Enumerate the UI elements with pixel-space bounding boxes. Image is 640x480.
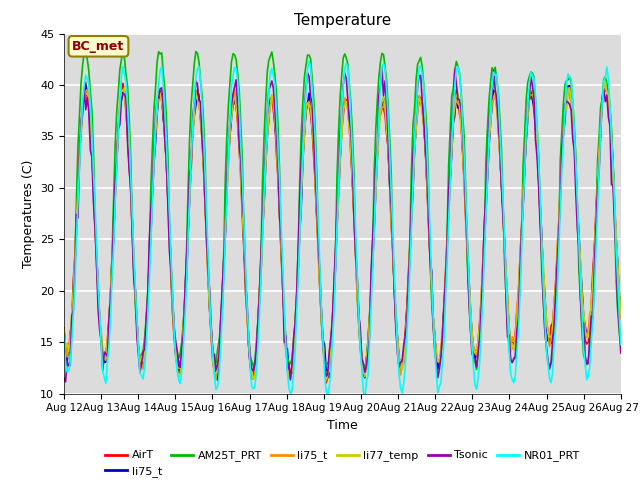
li75_t (617, 297, 625, 303)
li75_t (564, 85, 572, 91)
li77_temp (60, 326, 68, 332)
li75_t (255, 299, 263, 304)
Line: AM25T_PRT: AM25T_PRT (64, 50, 621, 370)
NR01_PRT (244, 330, 252, 336)
li75_t (588, 304, 595, 310)
li75_t (60, 329, 68, 335)
Line: NR01_PRT: NR01_PRT (64, 61, 621, 400)
AM25T_PRT (130, 268, 138, 274)
NR01_PRT (305, 58, 313, 64)
Tsonic (617, 350, 625, 356)
NR01_PRT (129, 213, 136, 219)
Line: Tsonic: Tsonic (64, 67, 621, 382)
AirT (130, 267, 138, 273)
li75_t (246, 362, 254, 368)
li75_t (323, 378, 330, 384)
li75_t (226, 132, 234, 138)
Tsonic (255, 294, 263, 300)
AirT (82, 79, 90, 85)
li75_t (129, 226, 136, 231)
li75_t (617, 316, 625, 322)
AM25T_PRT (305, 52, 313, 58)
Tsonic (61, 379, 69, 385)
Tsonic (228, 102, 236, 108)
AM25T_PRT (246, 353, 254, 359)
Tsonic (130, 276, 138, 282)
li77_temp (588, 297, 595, 302)
Tsonic (246, 353, 254, 359)
li75_t (305, 90, 313, 96)
li77_temp (250, 376, 257, 382)
Line: li75_t: li75_t (64, 84, 621, 380)
li75_t (589, 276, 596, 282)
li75_t (214, 377, 221, 383)
Tsonic (305, 73, 313, 79)
Title: Temperature: Temperature (294, 13, 391, 28)
AM25T_PRT (228, 59, 236, 64)
Tsonic (589, 314, 596, 320)
AirT (228, 109, 236, 115)
li77_temp (226, 122, 234, 128)
NR01_PRT (254, 343, 262, 348)
li77_temp (602, 79, 609, 84)
li77_temp (129, 221, 136, 227)
li75_t (303, 101, 311, 107)
Line: li77_temp: li77_temp (64, 82, 621, 379)
Line: AirT: AirT (64, 82, 621, 383)
AirT (617, 315, 625, 321)
li75_t (60, 329, 68, 335)
AirT (246, 362, 254, 368)
AirT (60, 325, 68, 331)
li75_t (228, 115, 236, 121)
Tsonic (378, 64, 386, 70)
NR01_PRT (617, 342, 625, 348)
AirT (255, 287, 263, 293)
NR01_PRT (60, 334, 68, 340)
AM25T_PRT (119, 48, 127, 53)
Y-axis label: Temperatures (C): Temperatures (C) (22, 159, 35, 268)
li77_temp (617, 312, 625, 317)
Tsonic (60, 375, 68, 381)
Line: li75_t: li75_t (64, 88, 621, 381)
AirT (323, 380, 330, 386)
Legend: AirT, li75_t, AM25T_PRT, li75_t, li77_temp, Tsonic, NR01_PRT: AirT, li75_t, AM25T_PRT, li75_t, li77_te… (100, 446, 584, 480)
AirT (589, 266, 596, 272)
li75_t (129, 215, 136, 220)
AM25T_PRT (589, 313, 596, 319)
AM25T_PRT (255, 291, 263, 297)
AirT (305, 98, 313, 104)
li77_temp (244, 337, 252, 343)
li75_t (602, 82, 609, 87)
NR01_PRT (226, 117, 234, 122)
AM25T_PRT (617, 344, 625, 350)
li77_temp (305, 103, 313, 108)
AM25T_PRT (473, 367, 481, 372)
NR01_PRT (361, 397, 369, 403)
AM25T_PRT (60, 330, 68, 336)
li75_t (244, 340, 252, 346)
NR01_PRT (589, 319, 596, 324)
li77_temp (255, 302, 263, 308)
X-axis label: Time: Time (327, 419, 358, 432)
Text: BC_met: BC_met (72, 40, 125, 53)
li75_t (254, 326, 262, 332)
NR01_PRT (303, 66, 311, 72)
